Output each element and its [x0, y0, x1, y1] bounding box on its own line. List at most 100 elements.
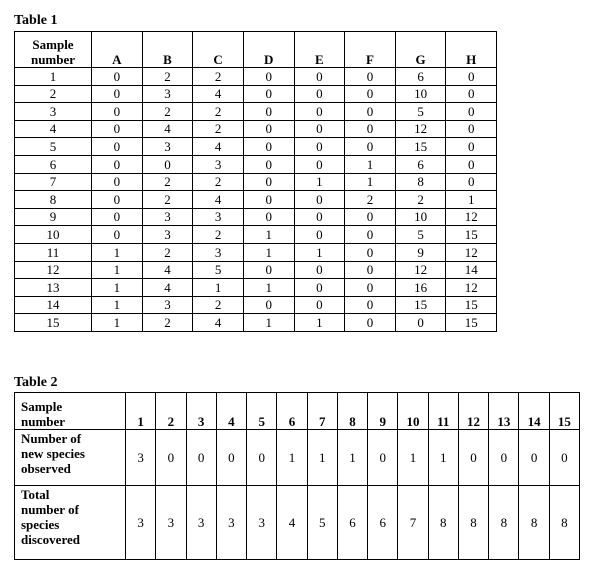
species-count-cell: 0 [242, 102, 295, 121]
species-count-cell: 3 [192, 242, 244, 262]
species-count-cell: 5 [394, 225, 447, 244]
table1-header-sample-line1: Sample [32, 37, 74, 52]
species-count-cell: 12 [445, 242, 497, 262]
new-species-cell: 1 [336, 429, 369, 486]
sample-number-cell: 9 [14, 207, 92, 227]
species-count-cell: 1 [445, 190, 497, 209]
total-species-cell: 6 [367, 485, 399, 560]
new-species-cell: 0 [155, 429, 187, 486]
species-count-cell: 0 [445, 102, 497, 121]
species-count-cell: 8 [394, 172, 447, 192]
species-count-cell: 12 [394, 260, 447, 280]
species-count-cell: 0 [445, 84, 497, 104]
species-count-cell: 0 [242, 295, 295, 315]
species-count-cell: 4 [141, 260, 194, 280]
species-count-cell: 2 [141, 190, 194, 209]
species-count-cell: 1 [91, 260, 143, 280]
species-count-cell: 2 [394, 190, 447, 209]
table1-row: 2 0 3 4 0 0 0 10 0 [14, 84, 497, 104]
table1-column-header: C [192, 31, 244, 68]
species-count-cell: 15 [445, 295, 497, 315]
species-count-cell: 0 [344, 313, 396, 332]
species-count-cell: 1 [293, 242, 346, 262]
species-count-cell: 0 [91, 119, 143, 139]
label-line: Number of [21, 431, 82, 446]
table2-caption: Table 2 [14, 375, 58, 390]
species-count-cell: 0 [242, 119, 295, 139]
total-species-cell: 3 [246, 485, 278, 560]
species-count-cell: 0 [242, 84, 295, 104]
species-count-cell: 0 [91, 172, 143, 192]
species-count-cell: 3 [141, 207, 194, 227]
species-count-cell: 10 [394, 84, 447, 104]
table1-column-header: B [141, 31, 194, 68]
total-species-cell: 3 [124, 485, 157, 560]
total-species-cell: 8 [427, 485, 459, 560]
species-count-cell: 0 [293, 137, 346, 156]
species-count-cell: 10 [394, 207, 447, 227]
new-species-cell: 1 [397, 429, 429, 486]
species-count-cell: 0 [344, 278, 396, 297]
species-count-cell: 0 [293, 154, 346, 174]
species-count-cell: 2 [192, 295, 244, 315]
species-count-cell: 2 [141, 67, 194, 86]
species-count-cell: 0 [344, 207, 396, 227]
table1-row: 14 1 3 2 0 0 0 15 15 [14, 295, 497, 315]
table1-row: 11 1 2 3 1 1 0 9 12 [14, 242, 497, 262]
species-count-cell: 1 [91, 278, 143, 297]
table2-sample-number-header: 15 [548, 392, 581, 430]
species-count-cell: 4 [192, 137, 244, 156]
table2-sample-number-header: 2 [155, 392, 187, 430]
species-count-cell: 0 [344, 295, 396, 315]
species-count-cell: 4 [192, 190, 244, 209]
species-count-cell: 3 [141, 84, 194, 104]
species-count-cell: 2 [192, 102, 244, 121]
species-count-cell: 1 [91, 313, 143, 332]
table2-sample-number-header: 9 [367, 392, 399, 430]
species-count-cell: 0 [242, 172, 295, 192]
table2-header-line2: number [21, 414, 66, 429]
species-count-cell: 0 [293, 260, 346, 280]
sample-number-cell: 11 [14, 242, 92, 262]
species-count-cell: 0 [242, 190, 295, 209]
species-count-cell: 0 [445, 137, 497, 156]
new-species-cell: 0 [246, 429, 278, 486]
label-line: number of [21, 502, 79, 517]
species-count-cell: 6 [394, 67, 447, 86]
sample-number-cell: 15 [14, 313, 92, 332]
sample-number-cell: 12 [14, 260, 92, 280]
new-species-cell: 0 [457, 429, 490, 486]
species-count-cell: 9 [394, 242, 447, 262]
table1-row: 5 0 3 4 0 0 0 15 0 [14, 137, 497, 156]
total-species-cell: 3 [215, 485, 248, 560]
label-line: new species [21, 446, 85, 461]
species-count-cell: 0 [91, 137, 143, 156]
table2-sample-number-header: 4 [215, 392, 248, 430]
table2-sample-number-header: 1 [124, 392, 157, 430]
new-species-cell: 0 [367, 429, 399, 486]
species-count-cell: 0 [344, 67, 396, 86]
table2-header-sample-number: Sample number [14, 392, 126, 430]
total-species-cell: 6 [336, 485, 369, 560]
species-count-cell: 0 [293, 119, 346, 139]
table1-header-row: Sample number A B C D E F G H [14, 31, 497, 68]
new-species-cell: 1 [427, 429, 459, 486]
label-line: species [21, 517, 60, 532]
species-count-cell: 4 [192, 313, 244, 332]
species-count-cell: 0 [344, 119, 396, 139]
total-species-cell: 4 [276, 485, 308, 560]
species-count-cell: 0 [344, 225, 396, 244]
table1-header-sample-line2: number [30, 52, 76, 67]
species-count-cell: 1 [242, 225, 295, 244]
sample-number-cell: 2 [14, 84, 92, 104]
sample-number-cell: 7 [14, 172, 92, 192]
species-count-cell: 0 [91, 190, 143, 209]
species-count-cell: 6 [394, 154, 447, 174]
species-count-cell: 0 [242, 67, 295, 86]
sample-number-cell: 14 [14, 295, 92, 315]
table1-row: 9 0 3 3 0 0 0 10 12 [14, 207, 497, 227]
